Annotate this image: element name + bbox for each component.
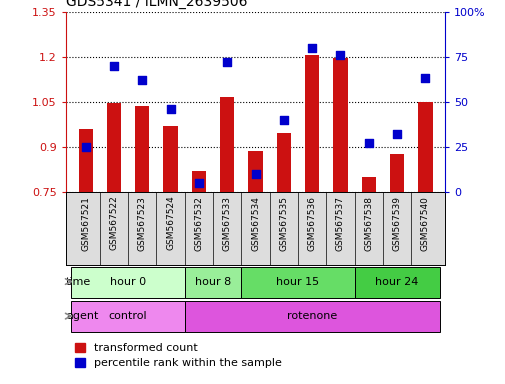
- Bar: [71, 301, 184, 332]
- Point: [336, 52, 344, 58]
- Point: [223, 59, 231, 65]
- Bar: [135, 106, 149, 192]
- Point: [392, 131, 400, 137]
- Text: GSM567533: GSM567533: [222, 196, 231, 251]
- Point: [110, 63, 118, 69]
- Text: GSM567539: GSM567539: [392, 196, 401, 251]
- Text: time: time: [66, 276, 91, 286]
- Point: [421, 75, 429, 81]
- Point: [81, 144, 89, 150]
- Text: GSM567538: GSM567538: [364, 196, 373, 251]
- Text: GSM567540: GSM567540: [420, 196, 429, 250]
- Bar: [389, 154, 403, 192]
- Point: [138, 77, 146, 83]
- Bar: [276, 133, 290, 192]
- Text: GSM567532: GSM567532: [194, 196, 203, 250]
- Bar: [191, 171, 206, 192]
- Point: [279, 117, 287, 123]
- Text: GSM567522: GSM567522: [109, 196, 118, 250]
- Text: GSM567524: GSM567524: [166, 196, 175, 250]
- Text: GSM567521: GSM567521: [81, 196, 90, 250]
- Point: [364, 140, 372, 146]
- Bar: [163, 126, 177, 192]
- Text: hour 0: hour 0: [110, 276, 146, 286]
- Text: rotenone: rotenone: [286, 311, 337, 321]
- Bar: [241, 267, 354, 298]
- Text: hour 15: hour 15: [276, 276, 319, 286]
- Text: GSM567534: GSM567534: [250, 196, 260, 250]
- Bar: [71, 267, 184, 298]
- Text: control: control: [109, 311, 147, 321]
- Bar: [361, 177, 375, 192]
- Bar: [305, 55, 319, 192]
- Text: GSM567537: GSM567537: [335, 196, 344, 251]
- Text: hour 8: hour 8: [194, 276, 231, 286]
- Bar: [184, 267, 241, 298]
- Legend: transformed count, percentile rank within the sample: transformed count, percentile rank withi…: [71, 339, 284, 372]
- Text: GSM567535: GSM567535: [279, 196, 288, 251]
- Bar: [107, 103, 121, 192]
- Point: [308, 45, 316, 51]
- Text: GSM567536: GSM567536: [307, 196, 316, 251]
- Bar: [220, 97, 234, 192]
- Text: hour 24: hour 24: [375, 276, 418, 286]
- Text: GSM567523: GSM567523: [137, 196, 146, 250]
- Point: [251, 171, 259, 177]
- Bar: [248, 151, 262, 192]
- Bar: [418, 103, 432, 192]
- Bar: [184, 301, 439, 332]
- Point: [194, 180, 203, 186]
- Text: GDS5341 / ILMN_2639506: GDS5341 / ILMN_2639506: [66, 0, 247, 9]
- Bar: [333, 58, 347, 192]
- Point: [166, 106, 174, 112]
- Bar: [354, 267, 439, 298]
- Text: agent: agent: [66, 311, 98, 321]
- Bar: [78, 129, 92, 192]
